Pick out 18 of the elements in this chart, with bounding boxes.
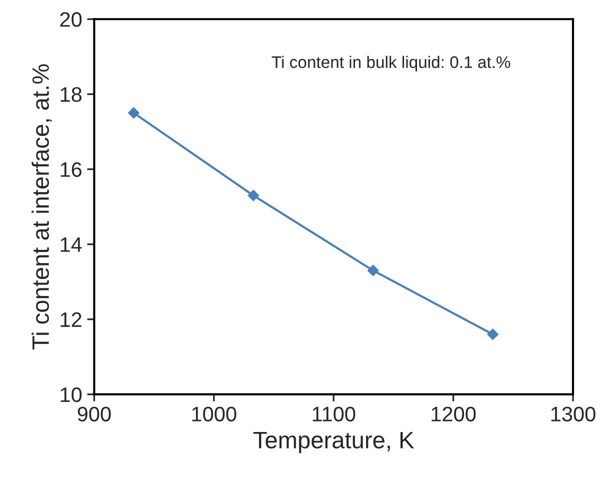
y-axis-title: Ti content at interface, at.% (32, 64, 52, 350)
point (367, 264, 379, 276)
x-tick-label: 900 (78, 406, 111, 422)
y-tick-label: 16 (60, 162, 82, 177)
point (248, 190, 260, 202)
y-tick-label: 12 (60, 312, 82, 327)
point (128, 107, 140, 119)
annotation: Ti content in bulk liquid: 0.1 at.% (272, 56, 510, 72)
x-tick-label: 1300 (551, 406, 596, 422)
x-axis-title: Temperature, K (253, 432, 414, 454)
y-tick-label: 14 (60, 237, 82, 252)
y-tick-label: 18 (60, 87, 82, 102)
y-tick-label: 10 (60, 387, 82, 402)
x-tick-label: 1100 (312, 406, 356, 422)
y-tick-label: 20 (60, 12, 82, 27)
point (487, 328, 498, 340)
x-tick-label: 1000 (192, 406, 236, 422)
x-tick-label: 1200 (432, 406, 476, 422)
